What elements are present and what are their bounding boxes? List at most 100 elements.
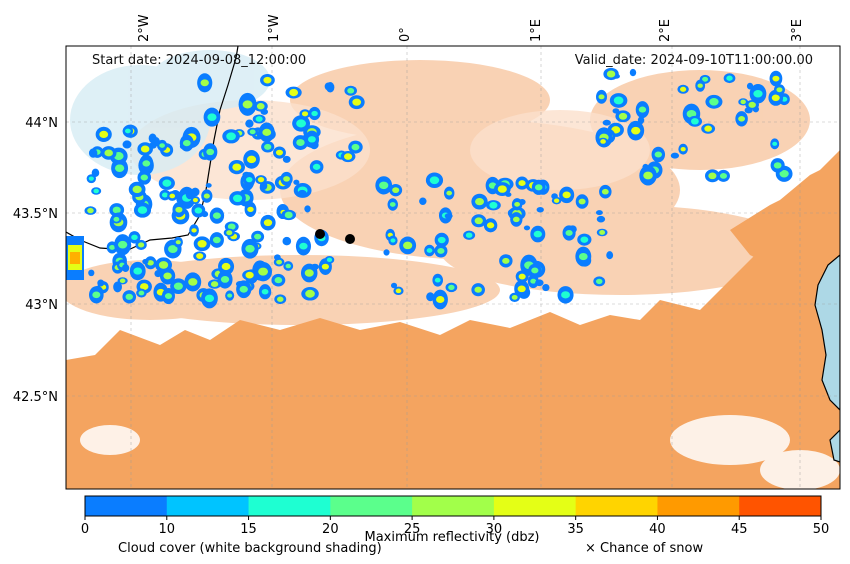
reflectivity-core [161, 192, 169, 198]
reflectivity-core [221, 262, 231, 271]
reflectivity-core [137, 206, 148, 214]
reflectivity-cell [259, 181, 268, 191]
reflectivity-core [517, 285, 526, 293]
reflectivity-core [159, 143, 165, 148]
reflectivity-core [169, 193, 176, 199]
reflectivity-core [212, 236, 221, 244]
reflectivity-core [175, 240, 181, 245]
colorbar-tick-label: 0 [81, 522, 89, 537]
reflectivity-core [168, 245, 178, 253]
reflectivity-core [595, 278, 603, 285]
reflectivity-core [147, 260, 154, 266]
reflectivity-core [311, 110, 318, 117]
reflectivity-core [139, 283, 149, 291]
reflectivity-cell [746, 82, 754, 90]
reflectivity-core [474, 217, 483, 225]
lon-label: 1°E [529, 19, 544, 42]
reflectivity-core [719, 172, 728, 179]
reflectivity-core [561, 291, 570, 299]
reflectivity-cell [383, 249, 390, 256]
reflectivity-core [140, 174, 149, 181]
colorbar-segment [166, 496, 250, 516]
reflectivity-core [486, 222, 495, 229]
colorbar-tick-label: 10 [159, 522, 176, 537]
reflectivity-core [580, 236, 589, 243]
reflectivity-core [740, 99, 746, 105]
reflectivity-core [258, 267, 268, 276]
lat-label: 43°N [25, 298, 58, 313]
colorbar-segment [739, 496, 822, 516]
reflectivity-core [93, 188, 99, 194]
lat-label: 42.5°N [13, 390, 58, 405]
reflectivity-core [704, 125, 712, 132]
reflectivity-core [435, 296, 445, 303]
reflectivity-core [263, 219, 273, 227]
reflectivity-core [276, 296, 284, 302]
reflectivity-core [188, 278, 198, 286]
reflectivity-core [533, 230, 542, 238]
colorbar-tick-label: 15 [240, 522, 257, 537]
reflectivity-core [726, 75, 733, 81]
colorbar-segment [657, 496, 740, 516]
reflectivity-core [164, 293, 173, 299]
reflectivity-cell [390, 282, 398, 289]
reflectivity-core [697, 83, 703, 88]
reflectivity-core [680, 147, 686, 152]
reflectivity-core [553, 198, 560, 203]
reflectivity-core [601, 188, 609, 195]
colorbar-tick-label: 35 [567, 522, 584, 537]
reflectivity-cell [444, 213, 453, 219]
reflectivity-core [748, 101, 756, 108]
location-marker [315, 229, 325, 239]
reflectivity-core [511, 294, 518, 300]
reflectivity-core [389, 202, 396, 207]
reflectivity-cell [642, 163, 649, 171]
reflectivity-core [448, 284, 455, 290]
reflectivity-core [395, 288, 402, 294]
longitude-labels: 2°W 1°W 0° 1°E 2°E 3°E [137, 14, 805, 42]
land-shading-south [66, 160, 840, 489]
reflectivity-core [437, 236, 446, 244]
reflectivity-cell [88, 148, 98, 158]
colorbar-segment [575, 496, 658, 516]
reflectivity-core [598, 94, 605, 100]
reflectivity-core [437, 247, 445, 254]
reflectivity-core [578, 198, 586, 205]
reflectivity-core [138, 242, 145, 248]
reflectivity-core [283, 176, 290, 182]
reflectivity-core [227, 293, 233, 298]
reflectivity-core [429, 176, 440, 185]
reflectivity-core [613, 96, 624, 105]
reflectivity-core [119, 278, 126, 284]
reflectivity-cell [88, 269, 95, 277]
reflectivity-core [351, 143, 360, 151]
reflectivity-core [264, 143, 272, 150]
reflectivity-core [245, 244, 255, 253]
reflectivity-core [296, 139, 305, 146]
reflectivity-core [518, 273, 526, 280]
colorbar-ticks: 0 10 15 20 25 30 35 40 45 50 [81, 516, 829, 537]
reflectivity-cell [670, 152, 680, 159]
reflectivity-core [140, 145, 150, 153]
colorbar-tick-label: 20 [322, 522, 339, 537]
reflectivity-core [534, 184, 543, 191]
colorbar-segment [330, 496, 413, 516]
reflectivity-cell [542, 283, 550, 292]
reflectivity-core [643, 171, 653, 180]
lon-label: 2°W [137, 14, 152, 42]
reflectivity-cell [205, 183, 212, 188]
colorbar-tick-label: 50 [813, 522, 830, 537]
reflectivity-core [709, 97, 719, 106]
reflectivity-core [158, 261, 169, 269]
lon-label: 1°W [267, 14, 282, 42]
reflectivity-core [191, 228, 197, 233]
reflectivity-core [773, 162, 782, 169]
reflectivity-core [227, 223, 236, 230]
reflectivity-core [114, 164, 125, 172]
reflectivity-cell [122, 140, 132, 149]
reflectivity-core [304, 269, 314, 277]
reflectivity-core [131, 234, 138, 241]
reflectivity-core [299, 242, 308, 250]
reflectivity-core [226, 132, 236, 141]
reflectivity-core [192, 198, 198, 203]
